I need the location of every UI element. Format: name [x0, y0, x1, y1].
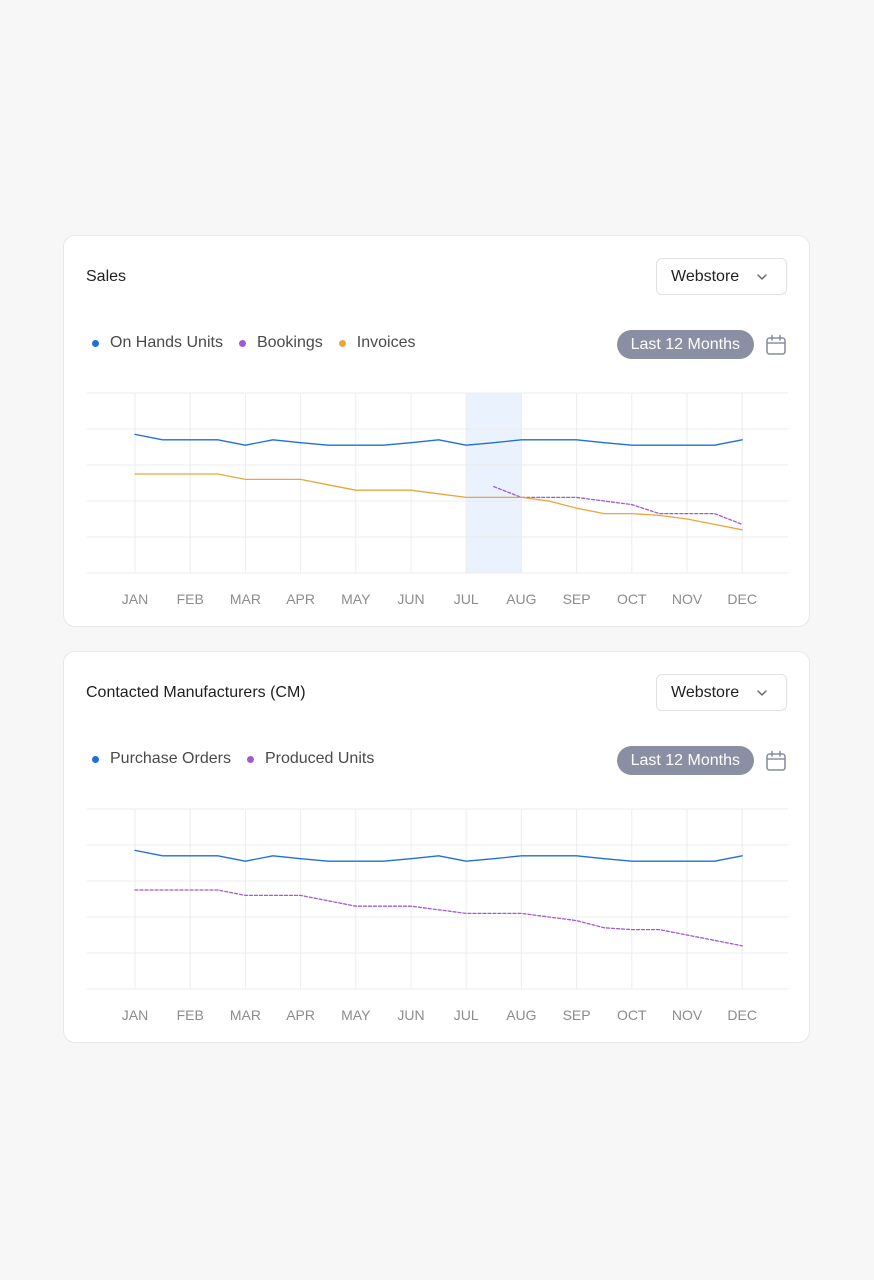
card-title: Contacted Manufacturers (CM)	[86, 684, 306, 701]
chart-legend: Purchase Orders Produced Units	[92, 750, 390, 768]
x-tick-oct: OCT	[617, 591, 647, 607]
grid	[87, 808, 788, 990]
card-title: Sales	[86, 268, 127, 285]
x-tick-dec: DEC	[727, 591, 757, 607]
series-line-on-hands-units	[134, 433, 743, 446]
legend-label: Purchase Orders	[110, 750, 231, 767]
x-tick-aug: AUG	[506, 591, 536, 607]
legend-item-purchase-orders: Purchase Orders	[92, 750, 231, 768]
legend-item-bookings: Bookings	[238, 334, 323, 352]
legend-label: Produced Units	[264, 750, 375, 767]
legend-item-on-hands-units: On Hands Units	[92, 334, 223, 352]
x-tick-mar: MAR	[230, 591, 261, 607]
date-range-button[interactable]: Last 12 Months	[616, 746, 754, 775]
x-tick-jun: JUN	[397, 1007, 424, 1023]
x-tick-jan: JAN	[122, 591, 148, 607]
x-tick-nov: NOV	[672, 591, 703, 607]
series-line-invoices	[134, 473, 743, 531]
x-tick-may: MAY	[341, 1007, 371, 1023]
legend-dot	[246, 755, 254, 763]
x-tick-nov: NOV	[672, 1007, 703, 1023]
x-tick-feb: FEB	[177, 1007, 204, 1023]
legend-label: Bookings	[256, 334, 323, 351]
x-tick-apr: APR	[286, 591, 315, 607]
grid	[87, 392, 788, 574]
date-range-button[interactable]: Last 12 Months	[616, 330, 754, 359]
x-tick-sep: SEP	[563, 1007, 591, 1023]
highlight-column-jul	[466, 393, 522, 573]
x-tick-jun: JUN	[397, 591, 424, 607]
x-tick-apr: APR	[286, 1007, 315, 1023]
dropdown-value: Webstore	[671, 683, 740, 701]
legend-label: On Hands Units	[110, 334, 223, 351]
sales-line-chart: JAN FEB MAR APR MAY JUN JUL AUG SEP OCT NOV DEC	[87, 392, 788, 607]
chevron-down-icon	[757, 274, 767, 280]
cm-line-chart: JAN FEB MAR APR MAY JUN JUL AUG SEP OCT NOV DEC	[87, 808, 788, 1023]
x-tick-aug: AUG	[506, 1007, 536, 1023]
x-tick-jul: JUL	[454, 1007, 479, 1023]
x-tick-jan: JAN	[122, 1007, 148, 1023]
x-tick-mar: MAR	[230, 1007, 261, 1023]
calendar-icon[interactable]	[765, 750, 787, 772]
x-tick-jul: JUL	[454, 591, 479, 607]
legend-item-invoices: Invoices	[338, 334, 416, 352]
x-tick-oct: OCT	[617, 1007, 647, 1023]
dropdown-value: Webstore	[671, 267, 740, 285]
sales-card: Sales Webstore On Hands Units Bookings I…	[63, 235, 810, 627]
x-tick-feb: FEB	[177, 591, 204, 607]
legend-dot	[238, 339, 246, 347]
series-line-bookings	[493, 485, 743, 526]
x-tick-sep: SEP	[563, 591, 591, 607]
chart-legend: On Hands Units Bookings Invoices	[92, 334, 431, 352]
legend-dot	[338, 339, 346, 347]
x-tick-may: MAY	[341, 591, 371, 607]
calendar-icon[interactable]	[765, 334, 787, 356]
chevron-down-icon	[757, 690, 767, 696]
legend-label: Invoices	[356, 334, 416, 351]
channel-dropdown[interactable]: Webstore	[656, 674, 787, 711]
legend-dot	[92, 339, 99, 347]
x-tick-dec: DEC	[727, 1007, 757, 1023]
legend-item-produced-units: Produced Units	[246, 750, 375, 768]
contacted-manufacturers-card: Contacted Manufacturers (CM) Webstore Pu…	[63, 651, 810, 1043]
channel-dropdown[interactable]: Webstore	[656, 258, 787, 295]
series-line-produced-units	[134, 889, 743, 947]
legend-dot	[92, 755, 99, 763]
series-line-purchase-orders	[134, 849, 743, 862]
